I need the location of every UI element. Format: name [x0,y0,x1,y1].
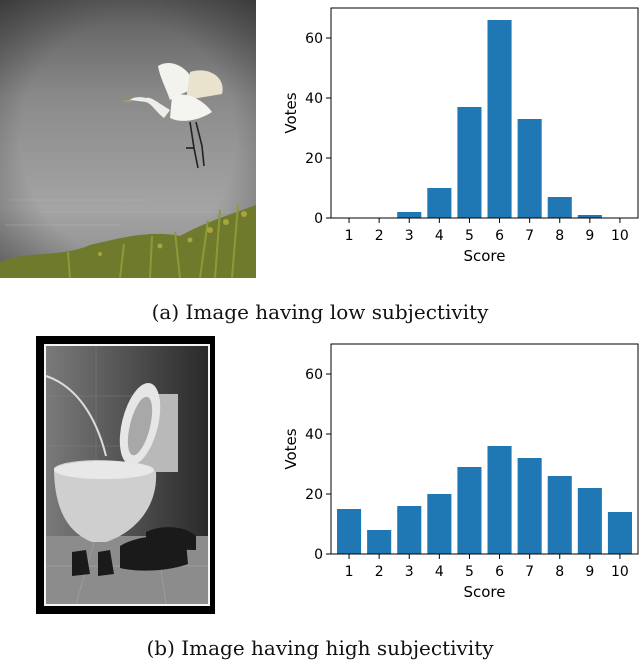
bar-score-10 [607,512,632,554]
egret-photo [0,0,256,278]
bar-score-6 [487,20,512,218]
bar-score-5 [457,467,482,554]
x-tick-label: 5 [465,564,474,580]
x-tick-label: 2 [375,228,384,244]
x-tick-label: 6 [495,228,504,244]
bar-score-1 [337,509,362,554]
bar-score-2 [367,530,392,554]
x-tick-label: 1 [345,228,354,244]
x-tick-label: 9 [585,228,594,244]
bar-score-6 [487,446,512,554]
x-tick-label: 2 [375,564,384,580]
toilet-photo [36,336,215,614]
y-tick-label: 40 [305,91,323,107]
x-axis-label: Score [463,583,505,601]
bar-score-9 [577,488,602,554]
chart-b-svg: 0 20 40 60 1 2 3 4 5 6 7 8 9 10 Score Votes [282,343,639,601]
bar-score-7 [517,458,542,554]
y-tick-label: 60 [305,367,323,383]
votes-histogram-a: 0 20 40 60 1 2 3 4 5 6 7 8 9 10 Score Votes [268,0,640,272]
bar-score-9 [577,215,602,218]
x-tick-label: 10 [611,228,629,244]
x-tick-label: 3 [405,564,414,580]
x-tick-label: 5 [465,228,474,244]
y-axis-label: Votes [282,92,300,133]
x-tick-label: 4 [435,228,444,244]
bar-score-3 [397,506,422,554]
caption-a: (a) Image having low subjectivity [151,300,489,324]
bar-score-7 [517,119,542,218]
x-tick-label: 7 [525,228,534,244]
bar-score-4 [427,494,452,554]
x-tick-label: 6 [495,564,504,580]
bar-score-4 [427,188,452,218]
plot-frame [330,343,639,555]
y-tick-label: 20 [305,487,323,503]
bar-score-8 [547,476,572,554]
bar-score-3 [397,212,422,218]
caption-b: (b) Image having high subjectivity [146,636,494,660]
y-tick-label: 40 [305,427,323,443]
x-tick-label: 1 [345,564,354,580]
x-tick-label: 3 [405,228,414,244]
x-tick-label: 4 [435,564,444,580]
y-tick-label: 0 [314,547,323,563]
x-axis-label: Score [463,247,505,265]
y-tick-label: 0 [314,211,323,227]
chart-a-svg: 0 20 40 60 1 2 3 4 5 6 7 8 9 10 Score Votes [282,7,639,265]
y-axis-label: Votes [282,428,300,469]
x-tick-label: 9 [585,564,594,580]
votes-histogram-b: 0 20 40 60 1 2 3 4 5 6 7 8 9 10 Score Votes [268,336,640,608]
y-tick-label: 60 [305,31,323,47]
x-tick-label: 7 [525,564,534,580]
y-tick-label: 20 [305,151,323,167]
x-tick-label: 10 [611,564,629,580]
bar-score-8 [547,197,572,218]
x-tick-label: 8 [555,228,564,244]
plot-frame [330,7,639,219]
egret-figure [122,62,223,169]
x-tick-label: 8 [555,564,564,580]
bar-score-5 [457,107,482,218]
